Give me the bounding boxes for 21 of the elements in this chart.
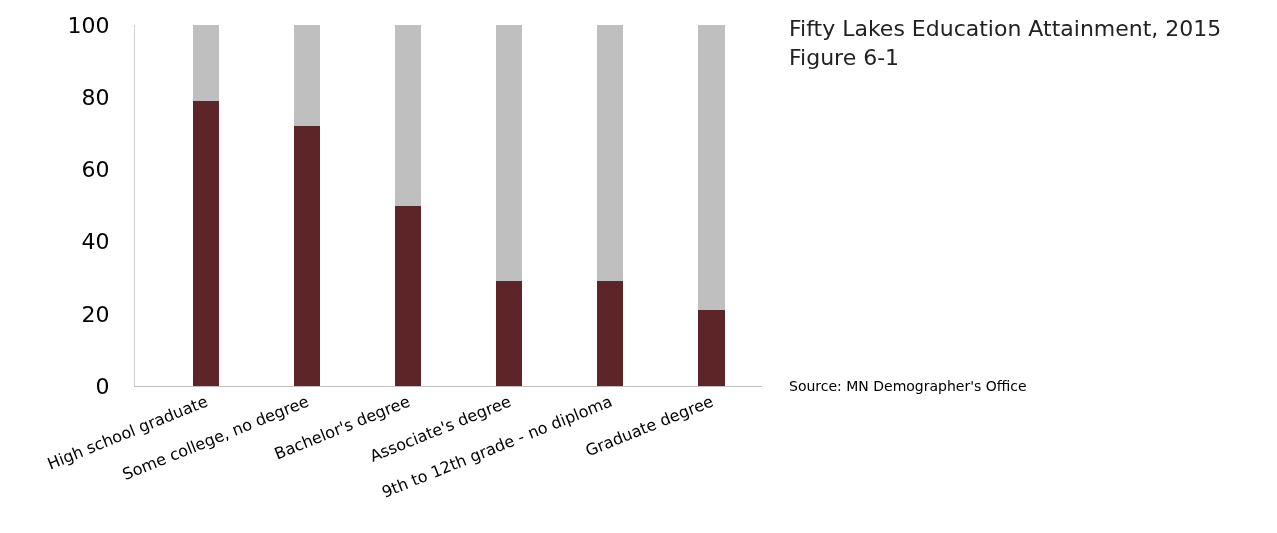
bar xyxy=(496,281,523,386)
bar xyxy=(394,205,422,386)
bar xyxy=(597,281,624,386)
y-tick-label: 40 xyxy=(81,229,110,255)
bar xyxy=(293,126,321,386)
y-tick-label: 0 xyxy=(95,373,110,399)
bar xyxy=(192,100,219,386)
bar xyxy=(394,25,422,206)
y-tick-label: 60 xyxy=(81,157,110,183)
bar xyxy=(698,25,725,311)
y-tick-label: 100 xyxy=(67,12,110,38)
text: Fifty Lakes Education Attainment, 2015 xyxy=(789,16,1222,41)
y-tick-label: 80 xyxy=(81,84,110,110)
y-tick-label: 20 xyxy=(81,301,110,327)
bar xyxy=(496,25,523,282)
text: Figure 6-1 xyxy=(789,44,900,70)
bar xyxy=(293,25,321,127)
bar xyxy=(597,25,624,282)
source-note: Source: MN Demographer's Office xyxy=(789,378,1027,394)
bar xyxy=(698,310,725,386)
bar xyxy=(192,25,219,101)
